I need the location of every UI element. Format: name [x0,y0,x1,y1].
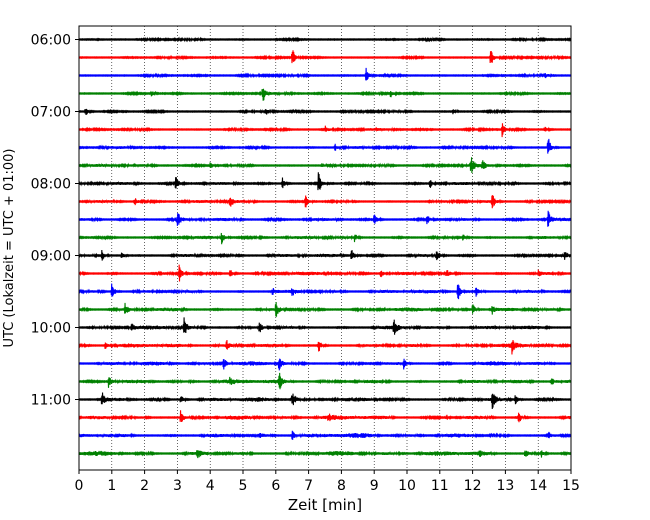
x-tick-label: 5 [239,478,248,494]
x-tick-label: 12 [464,478,482,494]
x-tick-label: 7 [304,478,313,494]
x-axis-label: Zeit [min] [288,496,362,514]
grid [111,26,539,470]
traces [78,36,572,459]
x-tick-label: 8 [337,478,346,494]
y-axis-label: UTC (Lokalzeit = UTC + 01:00) [2,149,17,348]
x-tick-label: 9 [370,478,379,494]
x-tick-label: 14 [529,478,547,494]
y-tick-label: 07:00 [31,105,71,121]
x-tick-label: 2 [140,478,149,494]
y-tick-label: 06:00 [31,33,71,49]
x-tick-label: 4 [206,478,215,494]
x-tick-label: 10 [398,478,416,494]
x-tick-label: 13 [496,478,514,494]
y-tick-label: 09:00 [31,249,71,265]
x-tick-label: 11 [431,478,449,494]
y-tick-label: 08:00 [31,177,71,193]
x-tick-label: 6 [271,478,280,494]
x-axis: 0 1 2 3 4 5 6 7 8 9 10 11 12 13 14 15 [75,470,580,494]
plot-background [79,26,571,470]
plot-frame [78,25,572,471]
y-tick-label: 10:00 [31,321,71,337]
x-tick-label: 1 [107,478,116,494]
x-tick-label: 0 [75,478,84,494]
y-axis: 06:00 07:00 08:00 09:00 10:00 11:00 [31,33,79,409]
x-tick-label: 3 [173,478,182,494]
x-tick-label: 15 [562,478,580,494]
y-tick-label: 11:00 [31,393,71,409]
